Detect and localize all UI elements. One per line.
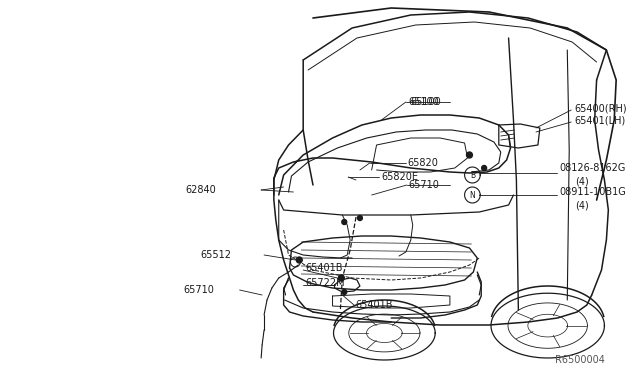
Circle shape xyxy=(342,219,347,224)
Text: R6500004: R6500004 xyxy=(554,355,604,365)
Text: 65512: 65512 xyxy=(200,250,232,260)
Circle shape xyxy=(358,215,362,221)
Text: 65100: 65100 xyxy=(411,97,442,107)
Circle shape xyxy=(467,152,472,158)
Text: 65710: 65710 xyxy=(184,285,215,295)
Circle shape xyxy=(339,275,344,281)
Circle shape xyxy=(482,166,486,170)
Text: 65400(RH): 65400(RH) xyxy=(574,103,627,113)
Text: 65710: 65710 xyxy=(409,180,440,190)
Text: 65401B: 65401B xyxy=(355,300,392,310)
Text: N: N xyxy=(470,190,476,199)
Text: 65401B: 65401B xyxy=(305,263,342,273)
Text: 65401(LH): 65401(LH) xyxy=(574,115,625,125)
Text: 08126-8162G: 08126-8162G xyxy=(559,163,626,173)
Text: (4): (4) xyxy=(575,176,589,186)
Circle shape xyxy=(342,289,347,295)
Text: 65100: 65100 xyxy=(409,97,440,107)
Text: 65820E: 65820E xyxy=(381,172,419,182)
Text: 65722M: 65722M xyxy=(305,278,345,288)
Text: (4): (4) xyxy=(575,200,589,210)
Text: 65820: 65820 xyxy=(408,158,439,168)
Text: 08911-10B1G: 08911-10B1G xyxy=(559,187,626,197)
Text: B: B xyxy=(470,170,475,180)
Circle shape xyxy=(296,257,302,263)
Text: 62840: 62840 xyxy=(186,185,216,195)
